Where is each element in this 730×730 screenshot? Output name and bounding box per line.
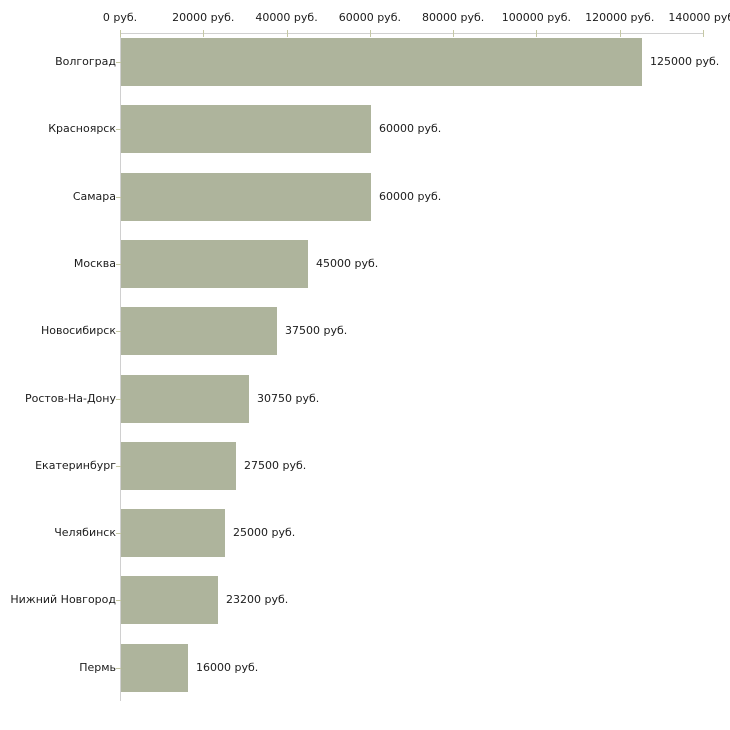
y-axis-tick [116, 331, 121, 332]
y-axis-tick [116, 399, 121, 400]
x-axis-line [120, 33, 704, 34]
value-label: 125000 руб. [650, 55, 720, 68]
x-axis-tick-label: 140000 руб. [668, 11, 730, 24]
y-axis-tick [116, 466, 121, 467]
x-axis-tick [286, 30, 288, 37]
bar-1 [121, 105, 371, 153]
x-axis-tick [703, 30, 704, 37]
x-axis-tick-label: 60000 руб. [338, 11, 401, 24]
y-axis-tick [116, 129, 121, 130]
bar-4 [121, 307, 277, 355]
bar-9 [121, 644, 188, 692]
category-label: Москва [73, 256, 116, 270]
y-axis-tick [116, 264, 121, 265]
value-label: 37500 руб. [285, 324, 348, 338]
bar-6 [121, 442, 236, 490]
bar-2 [121, 173, 371, 221]
x-axis-tick [120, 30, 121, 37]
y-axis-tick [116, 197, 121, 198]
x-axis-tick-label: 80000 руб. [422, 11, 485, 24]
x-axis-tick [203, 30, 205, 37]
bar-0 [121, 38, 642, 86]
category-label: Самара [72, 189, 116, 203]
x-axis-tick-label: 40000 руб. [255, 11, 318, 24]
value-label: 16000 руб. [196, 660, 259, 674]
category-label: Пермь [79, 660, 116, 674]
x-axis-tick-label: 0 руб. [102, 11, 138, 24]
bar-5 [121, 375, 249, 423]
value-label: 23200 руб. [226, 593, 289, 607]
y-axis-tick [116, 62, 121, 63]
category-label: Красноярск [48, 122, 116, 136]
category-label: Новосибирск [40, 324, 116, 338]
category-label: Нижний Новгород [10, 593, 116, 607]
x-axis-tick-label: 120000 руб. [585, 11, 655, 24]
category-label: Челябинск [54, 526, 116, 540]
value-label: 30750 руб. [257, 391, 320, 405]
y-axis-line [120, 33, 121, 701]
category-label: Волгоград [55, 55, 116, 68]
bar-3 [121, 240, 308, 288]
x-axis-tick [619, 30, 621, 37]
value-label: 45000 руб. [316, 256, 379, 270]
y-axis-tick [116, 668, 121, 669]
x-axis-tick [369, 30, 371, 37]
category-label: Екатеринбург [35, 458, 116, 472]
bar-7 [121, 509, 225, 557]
y-axis-tick [116, 600, 121, 601]
value-label: 60000 руб. [379, 122, 442, 136]
x-axis-tick [453, 30, 455, 37]
x-axis-tick [536, 30, 538, 37]
x-axis-tick-label: 100000 руб. [501, 11, 572, 24]
value-label: 60000 руб. [379, 189, 442, 203]
x-axis-tick-label: 20000 руб. [172, 11, 235, 24]
bar-8 [121, 576, 218, 624]
category-label: Ростов-На-Дону [24, 391, 116, 405]
value-label: 25000 руб. [233, 526, 296, 540]
value-label: 27500 руб. [244, 458, 307, 472]
y-axis-tick [116, 533, 121, 534]
